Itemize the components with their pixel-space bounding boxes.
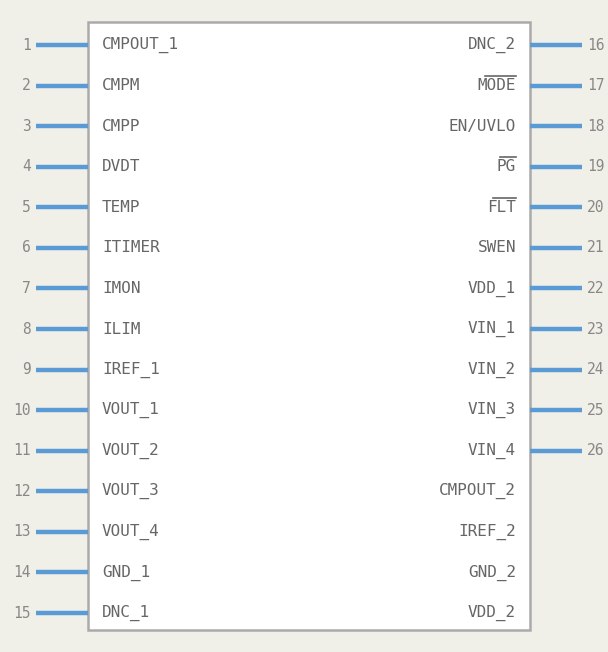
Text: 22: 22 <box>587 281 604 296</box>
Text: 6: 6 <box>22 241 31 256</box>
Text: VIN_2: VIN_2 <box>468 361 516 378</box>
Text: VDD_2: VDD_2 <box>468 605 516 621</box>
Text: 8: 8 <box>22 321 31 336</box>
Text: 3: 3 <box>22 119 31 134</box>
Text: 15: 15 <box>13 606 31 621</box>
Text: MODE: MODE <box>477 78 516 93</box>
Text: 7: 7 <box>22 281 31 296</box>
Text: CMPP: CMPP <box>102 119 140 134</box>
Text: SWEN: SWEN <box>477 241 516 256</box>
Text: 16: 16 <box>587 38 604 53</box>
Text: ILIM: ILIM <box>102 321 140 336</box>
Text: FLT: FLT <box>487 200 516 215</box>
Text: 26: 26 <box>587 443 604 458</box>
Text: 2: 2 <box>22 78 31 93</box>
Text: TEMP: TEMP <box>102 200 140 215</box>
Text: VOUT_4: VOUT_4 <box>102 524 160 540</box>
Text: VOUT_2: VOUT_2 <box>102 443 160 459</box>
Text: 1: 1 <box>22 38 31 53</box>
Text: VIN_1: VIN_1 <box>468 321 516 337</box>
Text: 25: 25 <box>587 403 604 418</box>
Text: 14: 14 <box>13 565 31 580</box>
Text: IREF_2: IREF_2 <box>458 524 516 540</box>
Text: DNC_1: DNC_1 <box>102 605 150 621</box>
Text: 4: 4 <box>22 159 31 174</box>
Text: VDD_1: VDD_1 <box>468 280 516 297</box>
Text: 24: 24 <box>587 362 604 377</box>
Text: IMON: IMON <box>102 281 140 296</box>
Text: PG: PG <box>497 159 516 174</box>
Text: 10: 10 <box>13 403 31 418</box>
Text: CMPOUT_1: CMPOUT_1 <box>102 37 179 53</box>
Text: 18: 18 <box>587 119 604 134</box>
Text: 13: 13 <box>13 524 31 539</box>
Text: GND_1: GND_1 <box>102 565 150 580</box>
Text: DVDT: DVDT <box>102 159 140 174</box>
Text: IREF_1: IREF_1 <box>102 361 160 378</box>
Text: 12: 12 <box>13 484 31 499</box>
Text: 23: 23 <box>587 321 604 336</box>
Text: VIN_3: VIN_3 <box>468 402 516 418</box>
Text: DNC_2: DNC_2 <box>468 37 516 53</box>
Text: 9: 9 <box>22 362 31 377</box>
Text: GND_2: GND_2 <box>468 565 516 580</box>
Text: 19: 19 <box>587 159 604 174</box>
Text: VIN_4: VIN_4 <box>468 443 516 459</box>
Bar <box>88 22 530 630</box>
Text: ITIMER: ITIMER <box>102 241 160 256</box>
Text: EN/UVLO: EN/UVLO <box>449 119 516 134</box>
Text: 11: 11 <box>13 443 31 458</box>
Text: VOUT_1: VOUT_1 <box>102 402 160 418</box>
Text: CMPM: CMPM <box>102 78 140 93</box>
Text: 20: 20 <box>587 200 604 215</box>
Text: 21: 21 <box>587 241 604 256</box>
Text: CMPOUT_2: CMPOUT_2 <box>439 483 516 499</box>
Text: 5: 5 <box>22 200 31 215</box>
Text: VOUT_3: VOUT_3 <box>102 483 160 499</box>
Text: 17: 17 <box>587 78 604 93</box>
